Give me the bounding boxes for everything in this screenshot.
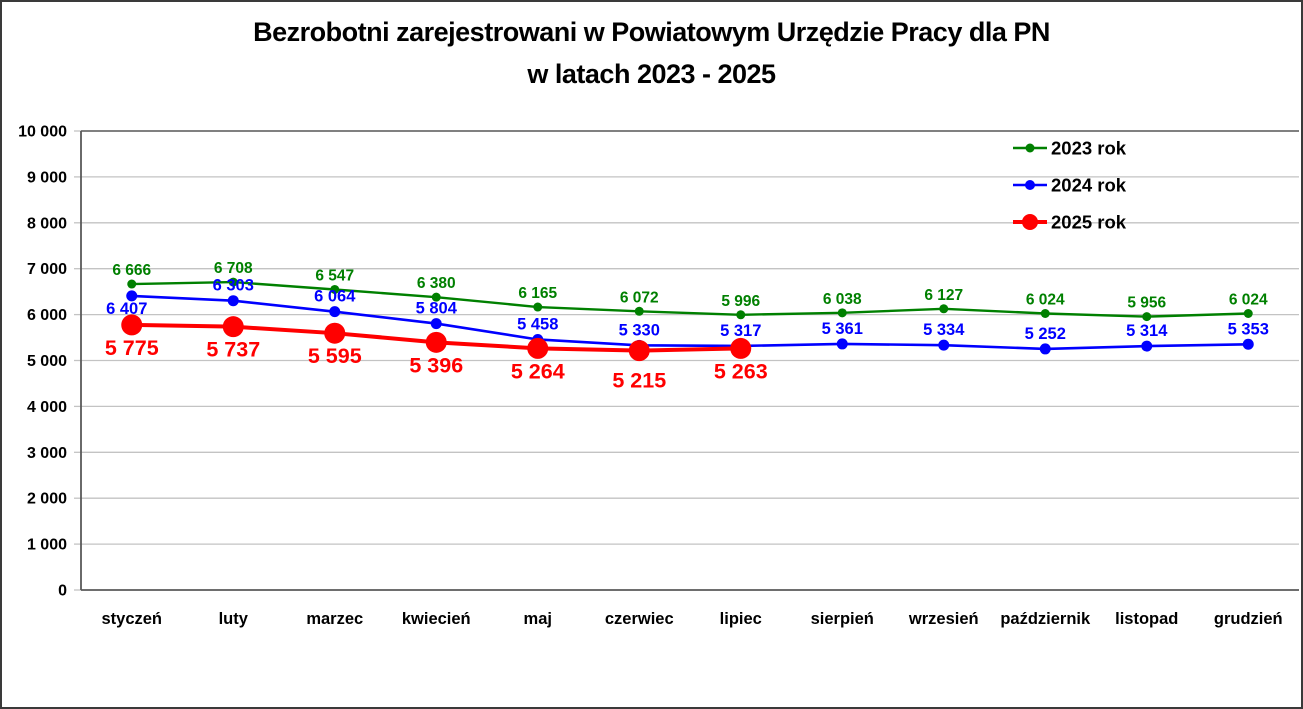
- data-point: [634, 306, 644, 316]
- data-label: 6 407: [106, 300, 147, 318]
- y-axis-label: 6 000: [27, 307, 67, 324]
- data-label: 5 317: [720, 322, 761, 340]
- y-axis-label: 2 000: [27, 491, 67, 508]
- data-label: 6 024: [1026, 291, 1065, 308]
- x-axis-label: maj: [524, 610, 552, 628]
- data-point: [227, 295, 239, 307]
- data-point: [939, 304, 949, 314]
- legend-marker-2024-rok: [1025, 180, 1035, 190]
- y-axis-label: 10 000: [18, 124, 67, 141]
- chart-title-line1: Bezrobotni zarejestrowani w Powiatowym U…: [253, 17, 1050, 47]
- data-label: 5 996: [721, 293, 760, 310]
- y-axis-label: 5 000: [27, 353, 67, 370]
- data-point: [228, 277, 238, 287]
- x-axis-label: grudzień: [1214, 610, 1283, 628]
- data-point: [425, 331, 447, 353]
- data-label: 5 252: [1025, 325, 1066, 343]
- data-label: 6 038: [823, 291, 862, 308]
- data-label: 6 024: [1229, 291, 1268, 308]
- x-axis-label: kwiecień: [402, 610, 471, 628]
- series-line-2023-rok: [131, 280, 1249, 318]
- y-axis-label: 7 000: [27, 261, 67, 278]
- data-point: [431, 292, 441, 302]
- data-label: 5 215: [612, 369, 666, 393]
- data-point: [938, 339, 950, 351]
- data-point: [533, 302, 543, 312]
- chart-title-line2: w latach 2023 - 2025: [527, 59, 776, 89]
- data-point: [126, 290, 138, 302]
- x-axis-label: listopad: [1115, 610, 1178, 628]
- x-axis-label: sierpień: [811, 610, 874, 628]
- y-axis-label: 8 000: [27, 215, 67, 232]
- data-label: 5 396: [409, 353, 463, 377]
- data-label: 5 264: [511, 359, 565, 383]
- data-point: [127, 279, 137, 289]
- y-axis-label: 1 000: [27, 537, 67, 554]
- data-label: 6 708: [214, 260, 253, 277]
- data-point: [836, 338, 848, 350]
- data-label: 6 303: [213, 277, 254, 295]
- data-label: 5 595: [308, 344, 362, 368]
- y-axis-label: 3 000: [27, 445, 67, 462]
- data-point: [222, 316, 244, 338]
- data-point: [1039, 343, 1051, 355]
- data-label: 5 314: [1126, 322, 1168, 340]
- data-label: 5 263: [714, 359, 768, 383]
- x-axis-label: lipiec: [720, 610, 762, 628]
- data-label: 5 361: [822, 320, 863, 338]
- data-point: [837, 308, 847, 318]
- x-axis-label: luty: [219, 610, 249, 628]
- data-label: 5 775: [105, 336, 159, 360]
- legend-marker-2025-rok: [1022, 214, 1038, 230]
- y-axis-label: 9 000: [27, 169, 67, 186]
- y-axis-label: 4 000: [27, 399, 67, 416]
- data-point: [1142, 312, 1152, 322]
- data-label: 5 353: [1228, 320, 1269, 338]
- series-line-2024-rok: [131, 294, 1249, 351]
- x-axis-label: październik: [1000, 610, 1091, 628]
- data-label: 6 380: [417, 275, 456, 292]
- data-point: [527, 337, 549, 359]
- data-point: [324, 322, 346, 344]
- data-point: [329, 306, 341, 318]
- data-label: 6 127: [924, 287, 963, 304]
- data-point: [430, 318, 442, 330]
- data-label: 6 072: [620, 289, 659, 306]
- chart-title: Bezrobotni zarejestrowani w Powiatowym U…: [2, 11, 1301, 95]
- data-point: [736, 310, 746, 320]
- data-label: 5 330: [619, 321, 660, 339]
- legend-label: 2023 rok: [1051, 138, 1127, 159]
- data-point: [330, 284, 340, 294]
- x-axis-label: styczeń: [101, 610, 162, 628]
- data-label: 5 956: [1127, 295, 1166, 312]
- data-label: 6 666: [112, 262, 151, 279]
- legend-marker-2023-rok: [1025, 143, 1035, 153]
- data-label: 6 064: [314, 288, 356, 306]
- data-label: 6 165: [518, 285, 557, 302]
- legend-label: 2025 rok: [1051, 212, 1127, 233]
- data-label: 5 334: [923, 321, 965, 339]
- data-label: 5 804: [416, 300, 458, 318]
- data-label: 5 458: [517, 315, 558, 333]
- data-point: [1040, 308, 1050, 318]
- legend-label: 2024 rok: [1051, 175, 1127, 196]
- data-point: [1243, 308, 1253, 318]
- data-point: [1141, 340, 1153, 352]
- data-label: 6 547: [315, 267, 354, 284]
- x-axis-label: czerwiec: [605, 610, 674, 628]
- y-axis-label: 0: [58, 583, 67, 600]
- data-point: [121, 314, 143, 336]
- data-point: [730, 337, 752, 359]
- x-axis-label: wrzesień: [908, 610, 979, 628]
- data-label: 5 737: [206, 338, 260, 362]
- data-point: [628, 340, 650, 362]
- data-point: [1242, 338, 1254, 350]
- x-axis-label: marzec: [306, 610, 363, 628]
